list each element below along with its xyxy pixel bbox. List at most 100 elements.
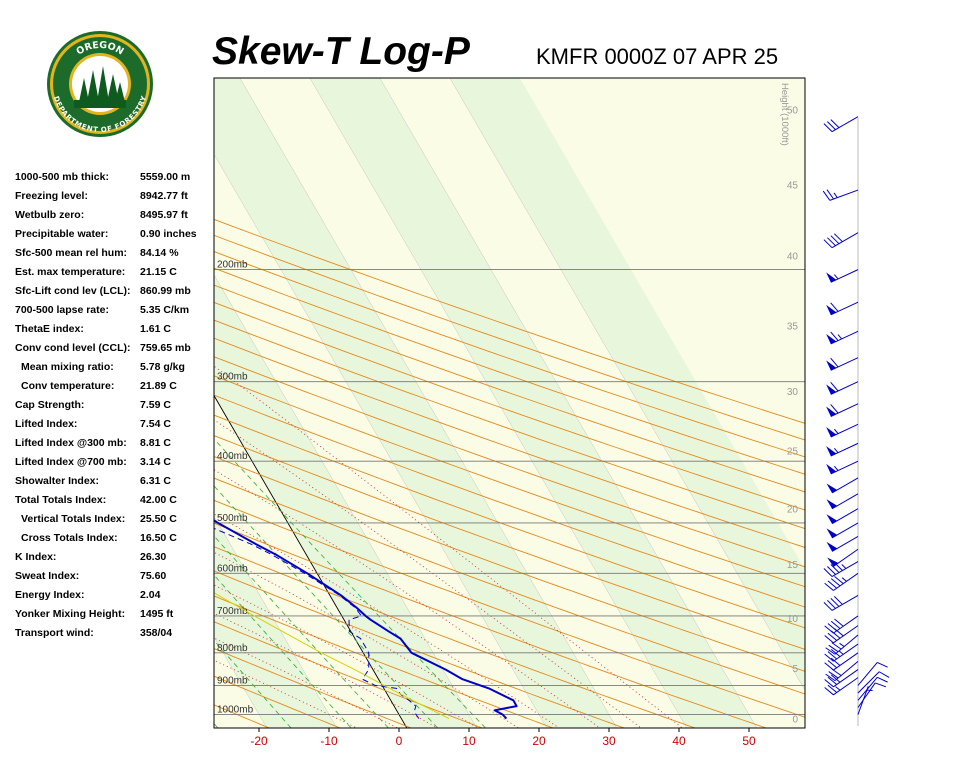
mixing-ratio-label: 8 <box>160 383 174 395</box>
index-value: 1.61 C <box>140 323 171 335</box>
wind-barb <box>826 493 859 510</box>
wind-barb <box>826 269 859 283</box>
wind-barb-flag <box>830 331 839 341</box>
profiles <box>214 519 518 720</box>
wind-barb <box>824 643 859 662</box>
wind-barb-shaft <box>857 682 876 708</box>
index-value: 21.89 C <box>140 380 177 392</box>
wind-barb-flag <box>822 190 831 201</box>
wind-barb-flag <box>831 642 842 650</box>
index-value: 8.81 C <box>140 437 171 449</box>
dry-adiabat <box>214 218 805 424</box>
wind-barb-flag <box>877 661 888 668</box>
isobar-label: 800mb <box>217 643 248 654</box>
index-value: 7.54 C <box>140 418 171 430</box>
height-tick-label: 10 <box>787 614 799 625</box>
dry-adiabat <box>214 648 412 728</box>
wind-barb <box>824 669 859 688</box>
wind-barb-shaft <box>833 677 859 696</box>
mixing-ratio-line <box>214 535 389 728</box>
dry-adiabat <box>214 375 805 588</box>
wind-barb <box>857 676 888 701</box>
wind-barb-flag <box>825 673 836 682</box>
moist-adiabat <box>370 714 398 728</box>
dry-adiabat <box>214 301 805 511</box>
wind-barb <box>823 594 859 611</box>
wind-barb-pennant <box>826 360 837 371</box>
index-value: 25.50 C <box>140 513 177 525</box>
mixing-ratio-line <box>214 485 438 728</box>
x-tick-label: 40 <box>672 734 686 748</box>
index-value: 16.50 C <box>140 532 177 544</box>
isotherm-band <box>309 78 757 728</box>
index-row: Conv temperature: 21.89 C <box>15 377 210 396</box>
index-label: Sweat Index: <box>15 570 80 582</box>
index-label: Sfc-Lift cond lev (LCL): <box>15 285 131 297</box>
wind-barb-shaft <box>833 548 859 567</box>
x-tick-label: 0 <box>396 734 403 748</box>
wind-barb-flag <box>827 676 838 685</box>
isotherm-line <box>379 78 757 728</box>
wind-barb-flag <box>827 684 838 693</box>
wind-barb-flag <box>878 671 890 678</box>
wind-barb-flag <box>824 582 834 591</box>
mixing-ratio-line <box>214 639 292 728</box>
index-value: 8942.77 ft <box>140 190 188 202</box>
wind-barb-flag <box>826 189 834 200</box>
mixing-ratio-label: 3 <box>76 383 90 395</box>
index-row: Cross Totals Index: 16.50 C <box>15 529 210 548</box>
wind-barb-flag <box>830 598 840 607</box>
wind-barb-pennant <box>826 272 837 283</box>
wind-barb-shaft <box>830 460 859 475</box>
index-label: Yonker Mixing Height: <box>15 608 126 620</box>
wind-barb <box>826 522 859 539</box>
x-tick-label: 50 <box>742 734 756 748</box>
isotherm-band <box>0 78 57 728</box>
index-label: Transport wind: <box>15 627 94 639</box>
index-value: 759.65 mb <box>140 342 191 354</box>
x-tick-label: -10 <box>320 734 338 748</box>
index-label: Energy Index: <box>15 589 85 601</box>
index-label: Conv temperature: <box>21 380 115 392</box>
index-label: Cap Strength: <box>15 399 85 411</box>
index-row: Yonker Mixing Height: 1495 ft <box>15 605 210 624</box>
index-label: 700-500 lapse rate: <box>15 304 109 316</box>
wind-barb-shaft <box>831 594 859 611</box>
wind-barb-shaft <box>833 652 859 671</box>
isobar-label: 1000mb <box>217 705 254 716</box>
index-row: 700-500 lapse rate: 5.35 C/km <box>15 301 210 320</box>
wind-barb-half-flag <box>838 650 844 655</box>
dry-adiabat <box>214 284 805 493</box>
wind-barb-pennant <box>826 483 838 493</box>
isotherm-line <box>239 78 617 728</box>
wind-barb <box>826 403 859 417</box>
dry-adiabat <box>214 356 805 568</box>
dry-adiabat <box>214 499 805 718</box>
wind-barb-flag <box>828 644 839 653</box>
wind-barb-flag <box>823 123 833 132</box>
isotherm-line <box>449 78 805 691</box>
wind-barb <box>857 661 888 686</box>
wind-barb-shaft <box>857 662 878 686</box>
wind-barb-flag <box>830 657 841 666</box>
wind-barb-shaft <box>830 330 859 345</box>
wind-barb-pennant <box>826 463 837 474</box>
wind-barb-flag <box>827 660 838 669</box>
wind-barb <box>826 301 859 316</box>
index-row: K Index: 26.30 <box>15 548 210 567</box>
index-row: Lifted Index @700 mb: 3.14 C <box>15 453 210 472</box>
wind-barb-flag <box>827 121 836 130</box>
index-value: 26.30 <box>140 551 167 563</box>
wind-barb-shaft <box>830 301 859 316</box>
wind-barb-shaft <box>833 643 859 662</box>
index-value: 860.99 mb <box>140 285 191 297</box>
wind-barb <box>823 232 859 249</box>
wind-barb-flag <box>827 651 838 660</box>
dry-adiabat <box>214 394 805 608</box>
dry-adiabat <box>0 78 56 728</box>
wind-barb-pennant <box>826 427 837 437</box>
wind-barb-pennant <box>826 514 838 524</box>
wind-barb <box>824 615 859 634</box>
plot-frame <box>213 77 806 729</box>
wind-barb <box>826 442 859 457</box>
